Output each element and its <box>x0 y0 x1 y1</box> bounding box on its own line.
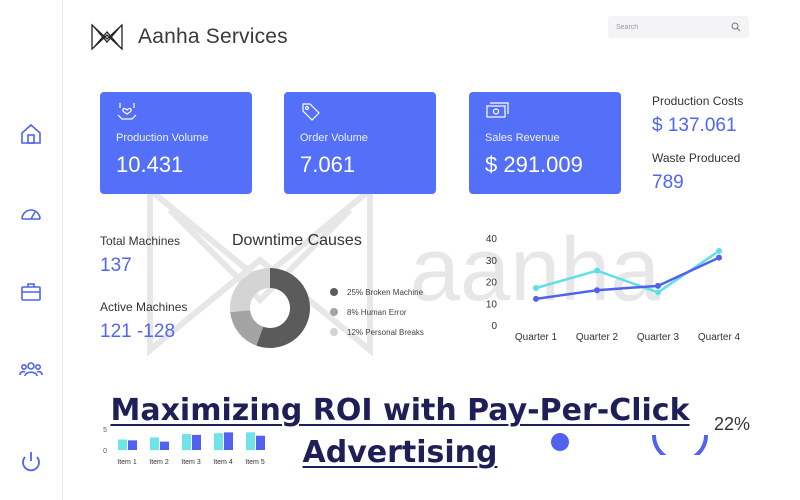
x-tick-label: Quarter 4 <box>698 332 741 343</box>
legend-label: 12% Personal Breaks <box>347 327 424 337</box>
y-tick-label: 0 <box>491 321 497 332</box>
bar <box>224 432 233 450</box>
users-icon[interactable] <box>19 357 43 381</box>
tag-icon <box>302 103 320 121</box>
x-tick-label: Item 5 <box>245 459 265 466</box>
bar <box>214 433 223 450</box>
kpi-value: 7.061 <box>300 152 356 177</box>
donut-slice <box>230 268 270 313</box>
bar <box>160 441 169 450</box>
legend-item: 8% Human Error <box>330 302 424 322</box>
brand-logo-icon <box>91 23 123 51</box>
downtime-donut-chart <box>230 268 310 348</box>
y-tick-label: 5 <box>103 427 107 434</box>
power-icon[interactable] <box>19 450 43 474</box>
kpi-label: Production Volume <box>116 132 209 144</box>
briefcase-icon[interactable] <box>19 280 43 304</box>
x-tick-label: Item 1 <box>117 459 137 466</box>
search-input[interactable] <box>616 23 726 31</box>
series-point <box>594 287 600 294</box>
kpi-card-production-volume[interactable]: Production Volume 10.431 <box>100 92 252 194</box>
bar <box>246 432 255 450</box>
home-icon[interactable] <box>19 122 43 146</box>
series-point <box>533 295 539 302</box>
active-machines-label: Active Machines <box>100 300 188 314</box>
brand-title: Aanha Services <box>138 25 288 48</box>
dashboard-gauge-icon[interactable] <box>19 202 43 226</box>
donut-slice <box>256 268 310 348</box>
y-tick-label: 40 <box>486 234 498 245</box>
legend-item: 25% Broken Machine <box>330 282 424 302</box>
legend-dot <box>330 308 338 316</box>
legend-dot <box>330 288 338 296</box>
x-tick-label: Item 3 <box>181 459 201 466</box>
x-tick-label: Item 2 <box>149 459 169 466</box>
series-point <box>655 289 661 296</box>
bar <box>182 434 191 450</box>
x-tick-label: Quarter 2 <box>576 332 619 343</box>
total-machines-value: 137 <box>100 255 132 276</box>
series-point <box>533 285 539 292</box>
kpi-value: 10.431 <box>116 152 184 177</box>
bar <box>128 440 137 450</box>
series-point <box>655 282 661 289</box>
brand: Aanha Services <box>90 20 288 54</box>
legend-label: 8% Human Error <box>347 307 407 317</box>
waste-produced-value: 789 <box>652 172 684 193</box>
downtime-causes-title: Downtime Causes <box>232 232 362 249</box>
downtime-legend: 25% Broken Machine 8% Human Error 12% Pe… <box>330 282 424 342</box>
series-line <box>535 250 720 294</box>
search-box[interactable] <box>608 16 749 38</box>
kpi-card-sales-revenue[interactable]: Sales Revenue $ 291.009 <box>469 92 621 194</box>
series-point <box>716 248 722 255</box>
x-tick-label: Quarter 3 <box>637 332 680 343</box>
cash-icon <box>486 102 509 118</box>
series-point <box>716 254 722 261</box>
donut-slice <box>230 310 264 346</box>
waste-produced-label: Waste Produced <box>652 151 741 165</box>
items-bar-chart: 0 5 Item 1 Item 2 Item 3 Item 4 Item 5 <box>103 427 265 466</box>
production-costs-value: $ 137.061 <box>652 115 737 136</box>
active-machines-value: 121 -128 <box>100 321 176 342</box>
x-tick-label: Quarter 1 <box>515 332 558 343</box>
progress-dot <box>551 433 569 451</box>
progress-ring <box>652 434 708 455</box>
x-tick-label: Item 4 <box>213 459 233 466</box>
bar <box>150 437 159 450</box>
bar <box>256 435 265 450</box>
sidebar <box>0 0 63 500</box>
series-point <box>594 267 600 274</box>
bar <box>192 434 201 450</box>
y-tick-label: 10 <box>486 299 498 310</box>
y-tick-label: 20 <box>486 278 498 289</box>
legend-label: 25% Broken Machine <box>347 287 424 297</box>
kpi-card-order-volume[interactable]: Order Volume 7.061 <box>284 92 436 194</box>
production-costs-label: Production Costs <box>652 94 744 108</box>
search-icon[interactable] <box>731 22 741 32</box>
hand-heart-icon <box>117 103 137 120</box>
y-tick-label: 0 <box>103 448 107 455</box>
quarterly-line-chart: 0 10 20 30 40 Quarter 1 Quarter 2 Quarter 3 Quar… <box>486 234 741 343</box>
series-line <box>535 256 720 301</box>
y-tick-label: 30 <box>486 256 498 267</box>
legend-item: 12% Personal Breaks <box>330 322 424 342</box>
total-machines-label: Total Machines <box>100 234 181 248</box>
overlay-headline: Maximizing ROI with Pay-Per-Click Advert… <box>110 393 690 470</box>
bar <box>118 439 127 450</box>
kpi-label: Sales Revenue <box>485 132 560 144</box>
percentage-value: 22% <box>714 414 751 434</box>
kpi-label: Order Volume <box>300 132 368 144</box>
legend-dot <box>330 328 338 336</box>
kpi-value: $ 291.009 <box>485 152 583 177</box>
